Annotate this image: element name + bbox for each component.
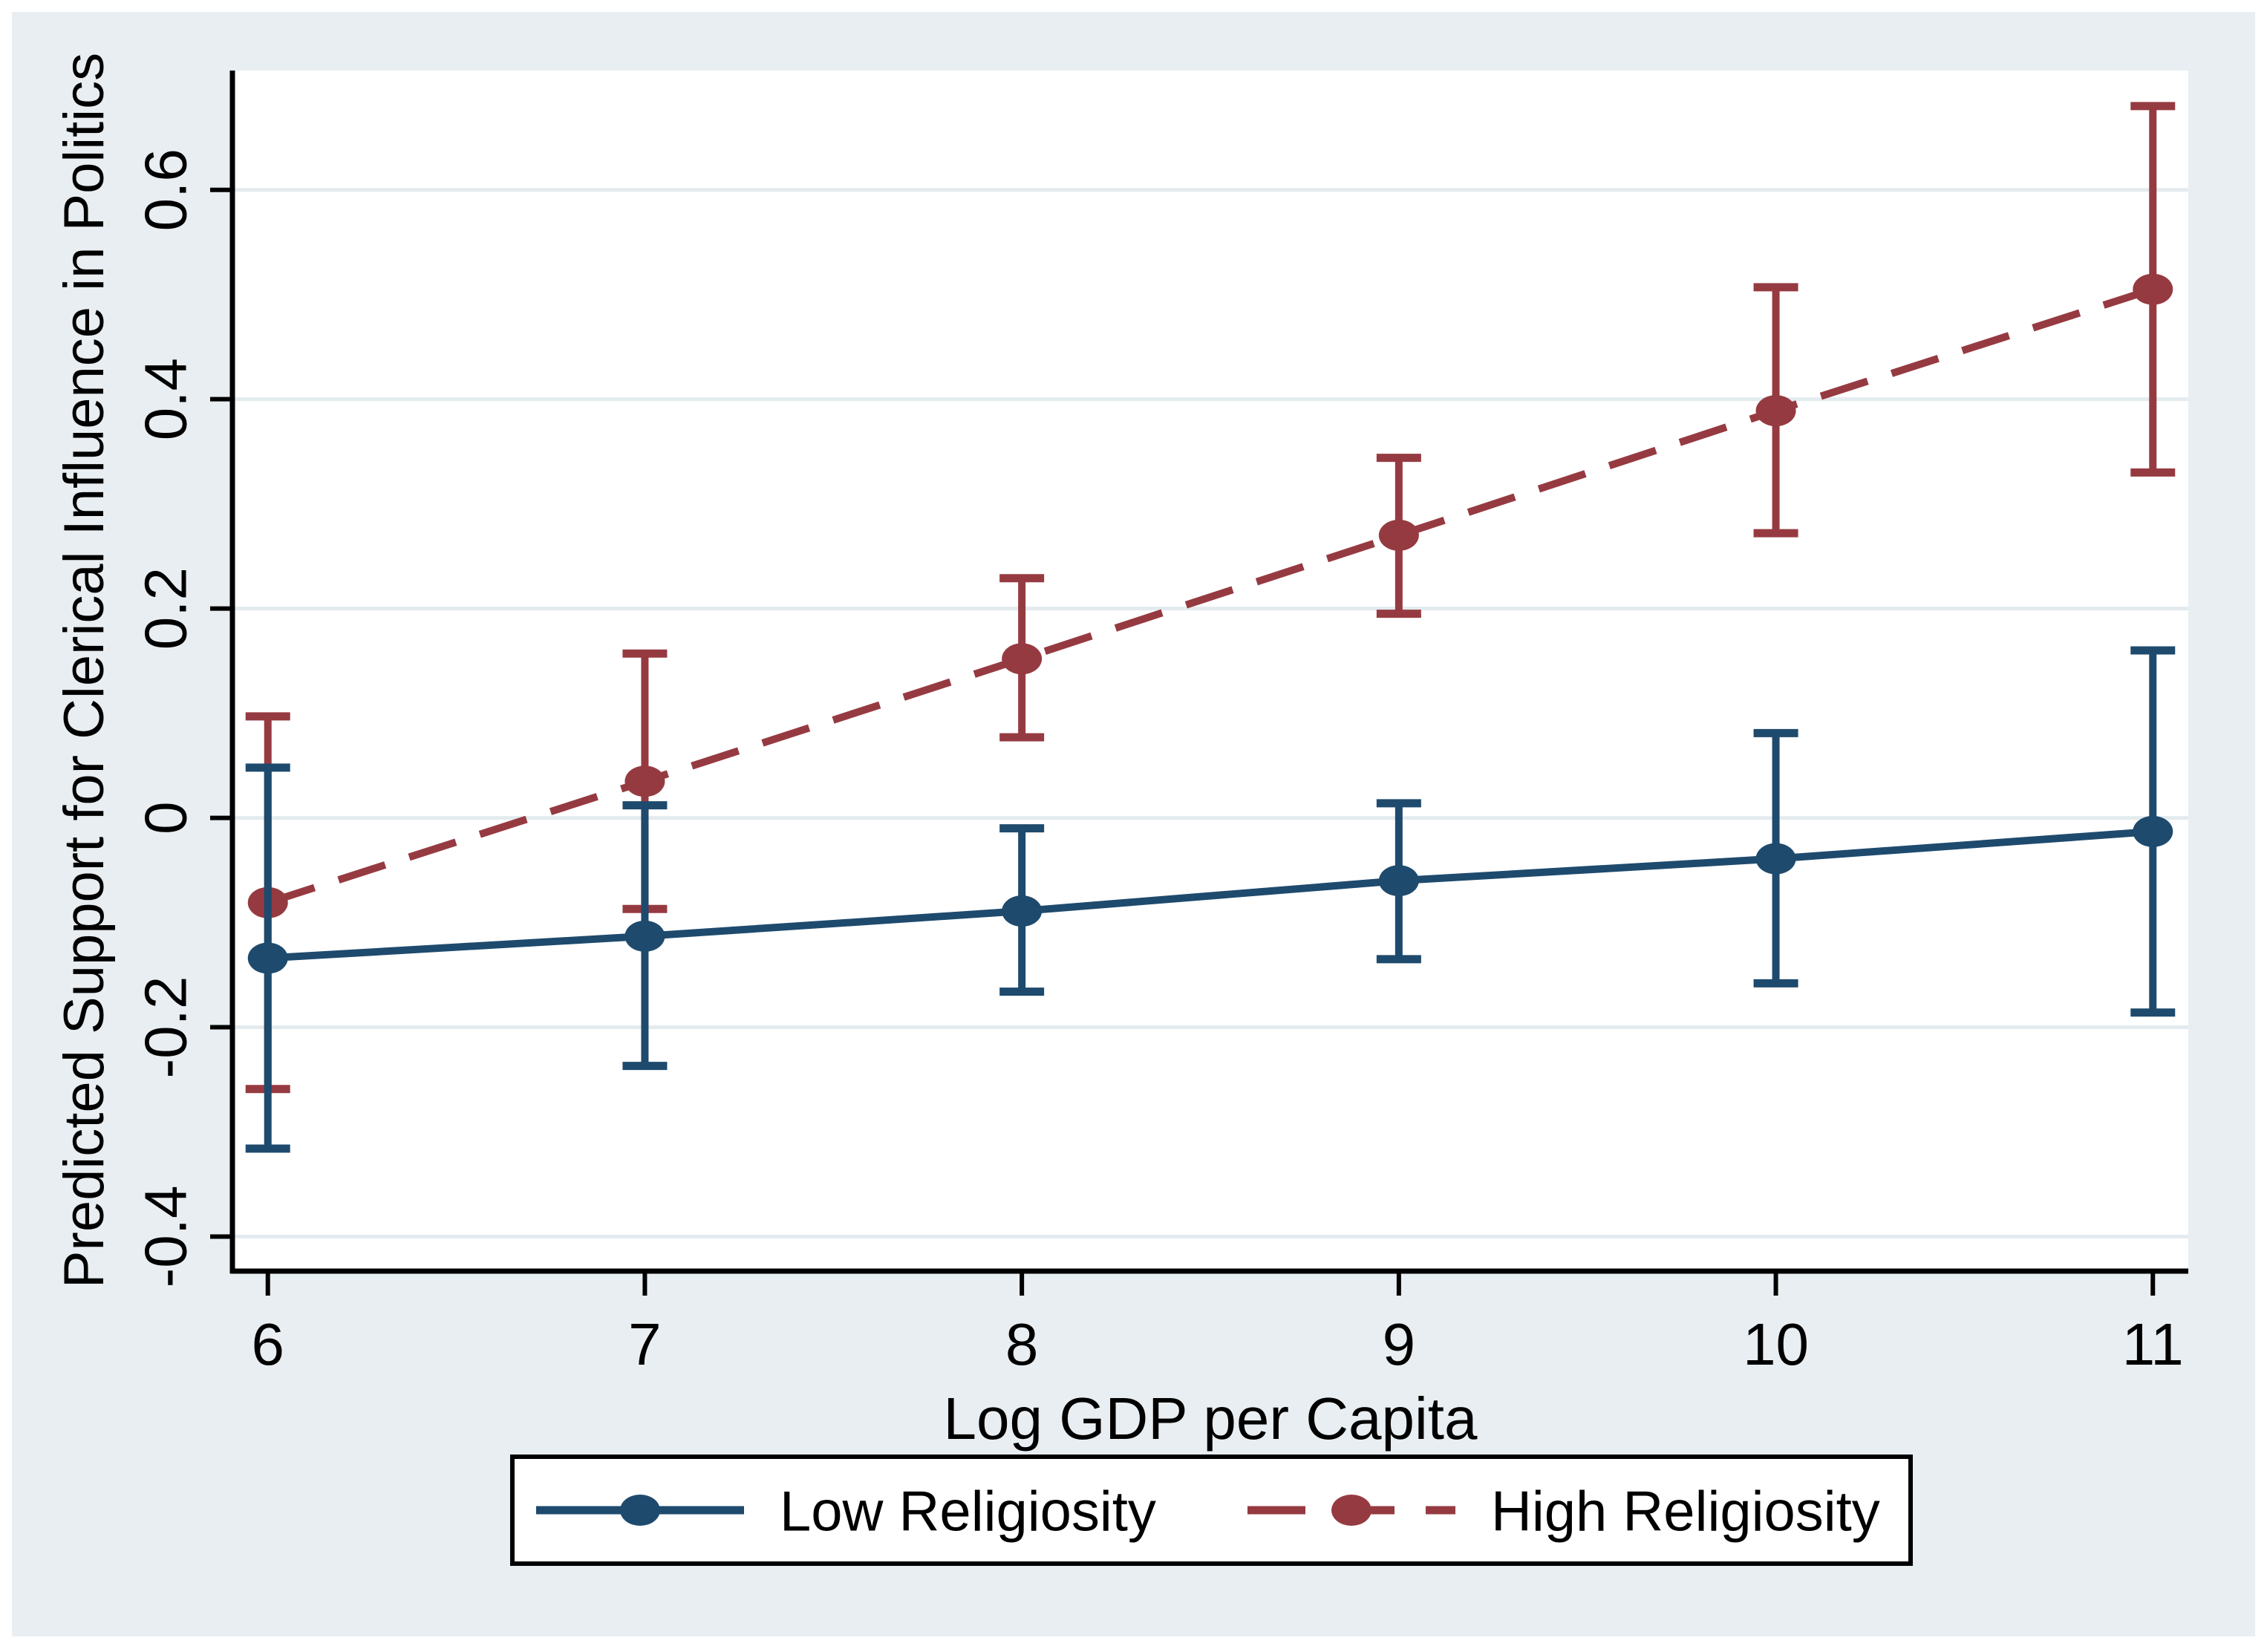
high-marker	[624, 765, 665, 797]
y-tick-label: 0	[133, 801, 199, 835]
low-marker	[1378, 865, 1419, 897]
y-tick-label: 0.6	[133, 148, 199, 231]
plot-area	[232, 71, 2188, 1271]
axis-layer: 0.6 0.4 0.2 0 -0.2 -0.4 6 7 8 9 10 11	[133, 71, 2188, 1377]
x-tick-label: 10	[1743, 1311, 1809, 1377]
y-tick-label: 0.4	[133, 358, 199, 440]
y-tick-label: 0.2	[133, 567, 199, 650]
x-tick-label: 8	[1005, 1311, 1039, 1377]
high-marker	[1755, 395, 1796, 427]
low-line	[267, 827, 2153, 962]
legend-low-marker-icon	[620, 1495, 660, 1526]
x-tick-label: 11	[2122, 1311, 2184, 1377]
low-marker	[624, 920, 665, 952]
legend-low-label: Low Religiosity	[780, 1480, 1156, 1544]
high-marker	[2133, 273, 2173, 305]
x-tick-label: 9	[1383, 1311, 1416, 1377]
legend: Low Religiosity High Religiosity	[510, 1455, 1913, 1566]
legend-high-label: High Religiosity	[1491, 1480, 1880, 1544]
legend-box	[510, 1455, 1913, 1566]
low-marker	[247, 942, 288, 974]
legend-high-marker-icon	[1331, 1495, 1371, 1526]
low-marker	[1755, 843, 1796, 875]
high-marker	[1002, 643, 1043, 675]
low-series	[245, 646, 2176, 1153]
x-axis-title: Log GDP per Capita	[944, 1385, 1478, 1452]
y-axis-title: Predicted Support for Clerical Influence…	[53, 53, 116, 1288]
low-marker	[2133, 815, 2173, 847]
x-tick-label: 6	[251, 1311, 284, 1377]
high-line	[267, 285, 2154, 907]
x-tick-label: 7	[628, 1311, 662, 1377]
low-marker	[1002, 895, 1043, 927]
y-tick-label: -0.2	[133, 976, 199, 1079]
series-layer	[245, 102, 2176, 1153]
y-tick-label: -0.4	[133, 1186, 199, 1288]
gridline-layer	[232, 188, 2188, 1238]
high-marker	[1378, 519, 1419, 551]
